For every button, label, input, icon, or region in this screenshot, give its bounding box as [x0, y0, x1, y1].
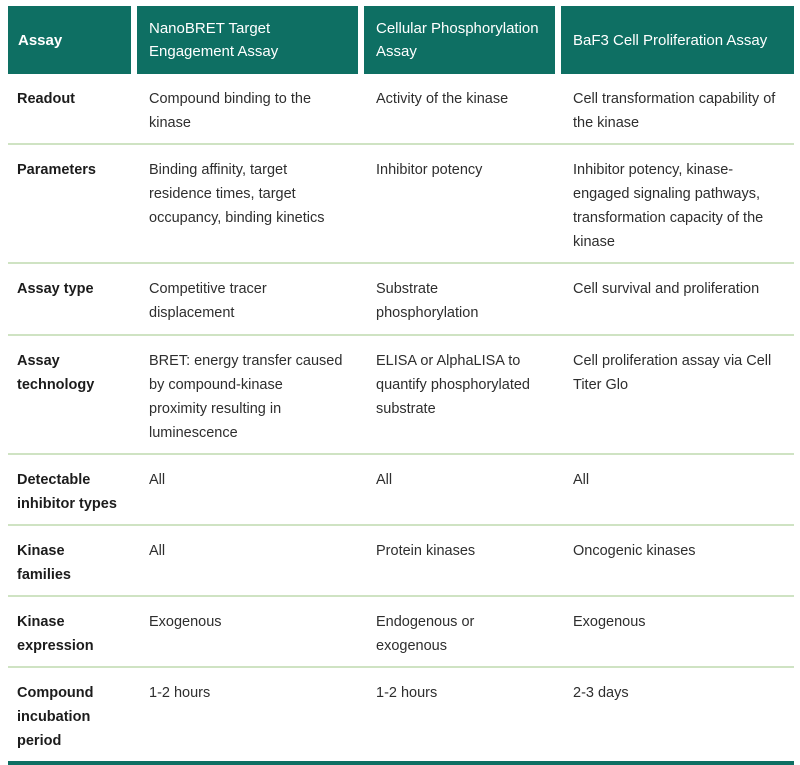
table-cell: Cell survival and proliferation	[573, 281, 760, 297]
row-label: Readout	[17, 91, 75, 107]
table-cell: 2-3 days	[573, 685, 629, 701]
table-cell: All	[149, 472, 166, 488]
table-cell: All	[573, 472, 590, 488]
table-row-compound-incubation-period: Compound incubation period 1-2 hours 1-2…	[8, 668, 794, 761]
header-cell-nanobret: NanoBRET Target Engagement Assay	[137, 6, 358, 74]
table-bottom-border	[8, 761, 794, 765]
table-row-readout: Readout Compound binding to the kinase A…	[8, 74, 794, 145]
table-row-assay-type: Assay type Competitive tracer displaceme…	[8, 264, 794, 336]
table-cell: Compound binding to the kinase	[149, 91, 312, 131]
header-cell-baf3: BaF3 Cell Proliferation Assay	[561, 6, 794, 74]
table-cell: Endogenous or exogenous	[376, 614, 475, 654]
table-row-assay-technology: Assay technology BRET: energy transfer c…	[8, 336, 794, 455]
table-cell: Activity of the kinase	[376, 91, 509, 107]
table-cell: Competitive tracer displacement	[149, 281, 267, 321]
table-cell: Protein kinases	[376, 543, 476, 559]
table-cell: Exogenous	[573, 614, 646, 630]
table-cell: Exogenous	[149, 614, 222, 630]
row-label: Kinase expression	[17, 614, 94, 654]
table-cell: Inhibitor potency, kinase-engaged signal…	[573, 162, 764, 250]
table-cell: ELISA or AlphaLISA to quantify phosphory…	[376, 353, 530, 417]
table-row-kinase-families: Kinase families All Protein kinases Onco…	[8, 526, 794, 597]
row-label: Compound incubation period	[17, 685, 94, 749]
table-row-detectable-inhibitor-types: Detectable inhibitor types All All All	[8, 455, 794, 526]
table-cell: Inhibitor potency	[376, 162, 483, 178]
table-header-row: Assay NanoBRET Target Engagement Assay C…	[8, 6, 794, 74]
row-label: Parameters	[17, 162, 96, 178]
table-cell: Cell proliferation assay via Cell Titer …	[573, 353, 772, 393]
table-cell: Substrate phosphorylation	[376, 281, 479, 321]
assay-comparison-table: Assay NanoBRET Target Engagement Assay C…	[8, 6, 794, 765]
table-cell: Oncogenic kinases	[573, 543, 696, 559]
row-label: Kinase families	[17, 543, 71, 583]
table-cell: All	[376, 472, 393, 488]
table-row-kinase-expression: Kinase expression Exogenous Endogenous o…	[8, 597, 794, 668]
table-cell: Binding affinity, target residence times…	[149, 162, 325, 226]
table-cell: BRET: energy transfer caused by compound…	[149, 353, 343, 441]
header-cell-assay: Assay	[8, 6, 131, 74]
row-label: Assay type	[17, 281, 94, 297]
header-cell-cellular-phosphorylation: Cellular Phosphorylation Assay	[364, 6, 555, 74]
table-cell: 1-2 hours	[149, 685, 211, 701]
table-cell: All	[149, 543, 166, 559]
row-label: Assay technology	[17, 353, 95, 393]
table-cell: Cell transformation capability of the ki…	[573, 91, 776, 131]
row-label: Detectable inhibitor types	[17, 472, 117, 512]
table-cell: 1-2 hours	[376, 685, 438, 701]
table-row-parameters: Parameters Binding affinity, target resi…	[8, 145, 794, 264]
